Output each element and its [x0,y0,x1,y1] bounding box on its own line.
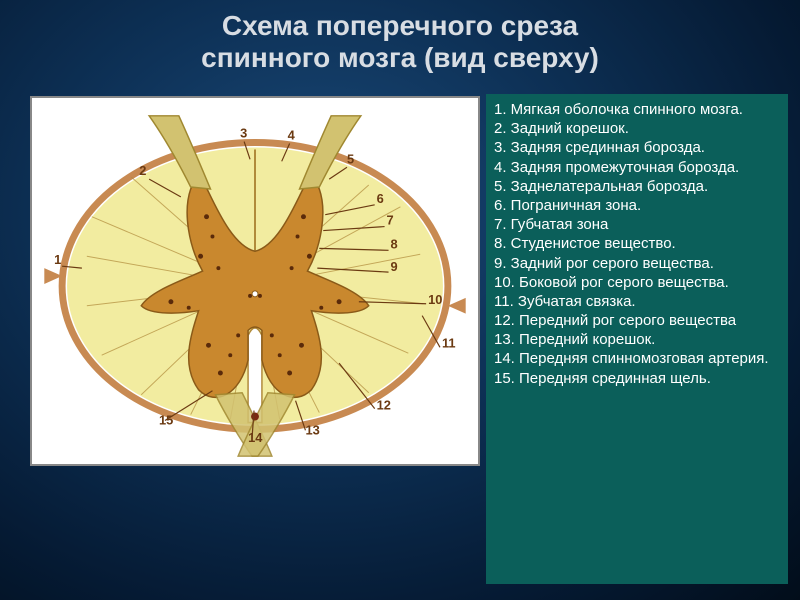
legend-item: 3. Задняя срединная борозда. [494,138,780,157]
anterior-spinal-artery [251,413,259,421]
spinal-cord-cross-section: 123456789101112131415 [32,98,478,464]
legend-item: 12. Передний рог серого вещества [494,311,780,330]
diagram-panel: 123456789101112131415 [30,96,480,466]
legend-item: 10. Боковой рог серого вещества. [494,273,780,292]
diagram-label-number: 5 [347,151,354,166]
legend-item: 14. Передняя спинномозговая артерия. [494,349,780,368]
legend-item: 5. Заднелатеральная борозда. [494,177,780,196]
diagram-label-number: 14 [248,430,263,445]
diagram-label-number: 8 [391,236,398,251]
diagram-label-number: 15 [159,412,173,427]
diagram-label-number: 10 [428,292,442,307]
legend-list: 1. Мягкая оболочка спинного мозга.2. Зад… [494,100,780,388]
legend-item: 8. Студенистое вещество. [494,234,780,253]
legend-item: 13. Передний корешок. [494,330,780,349]
diagram-label-number: 13 [305,422,319,437]
diagram-label-number: 6 [377,191,384,206]
slide-title: Схема поперечного среза спинного мозга (… [0,0,800,74]
diagram-label-number: 3 [240,126,247,141]
legend-panel: 1. Мягкая оболочка спинного мозга.2. Зад… [486,94,788,584]
content-row: 123456789101112131415 1. Мягкая оболочка… [0,88,800,600]
title-line-2: спинного мозга (вид сверху) [0,42,800,74]
denticulate-lig-right [448,298,466,314]
legend-item: 4. Задняя промежуточная борозда. [494,158,780,177]
legend-item: 1. Мягкая оболочка спинного мозга. [494,100,780,119]
diagram-label-number: 7 [387,213,394,228]
diagram-label-number: 12 [377,398,391,413]
diagram-label-number: 1 [54,252,61,267]
diagram-label-number: 9 [391,259,398,274]
slide: Схема поперечного среза спинного мозга (… [0,0,800,600]
diagram-label-number: 2 [139,163,146,178]
legend-item: 2. Задний корешок. [494,119,780,138]
legend-item: 6. Пограничная зона. [494,196,780,215]
diagram-label-number: 11 [442,335,456,350]
title-line-1: Схема поперечного среза [0,10,800,42]
legend-item: 15. Передняя срединная щель. [494,369,780,388]
legend-item: 9. Задний рог серого вещества. [494,254,780,273]
legend-item: 7. Губчатая зона [494,215,780,234]
legend-item: 11. Зубчатая связка. [494,292,780,311]
diagram-label-number: 4 [288,128,296,143]
central-canal [252,291,258,297]
